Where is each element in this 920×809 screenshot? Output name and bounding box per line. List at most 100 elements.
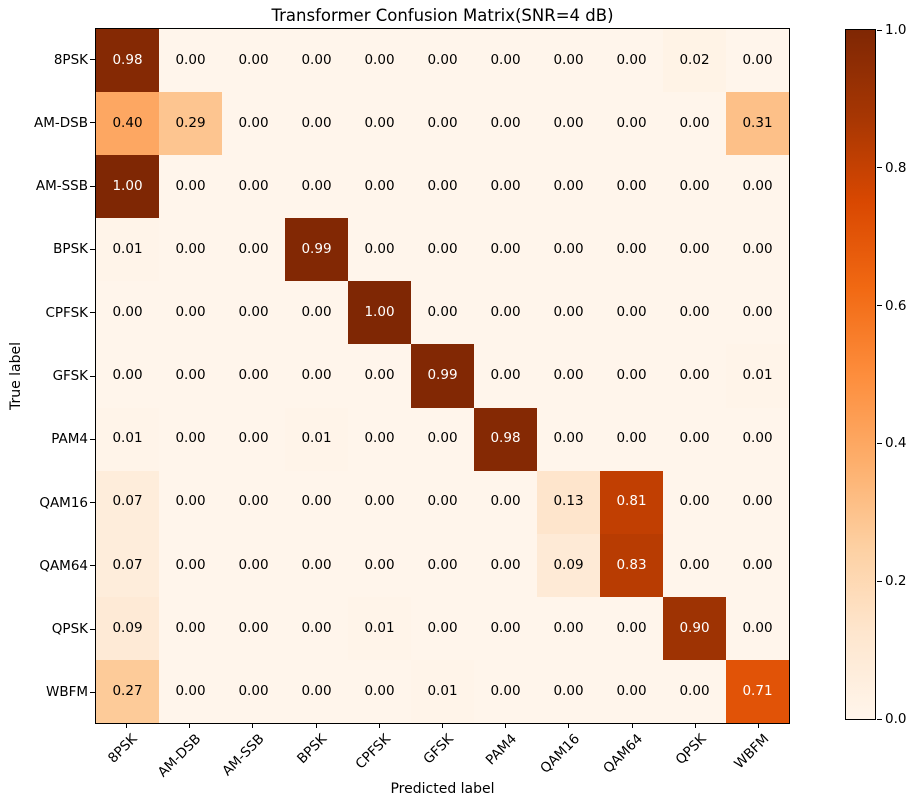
matrix-cell: 0.00 — [726, 155, 789, 219]
matrix-cell: 0.00 — [96, 344, 159, 408]
matrix-cell: 0.00 — [159, 218, 222, 282]
y-tick-mark — [90, 59, 95, 61]
matrix-cell: 0.00 — [222, 533, 285, 597]
y-tick-mark — [90, 185, 95, 187]
matrix-cell: 0.00 — [537, 407, 600, 471]
matrix-cell: 0.00 — [411, 281, 474, 345]
matrix-cell: 0.29 — [159, 92, 222, 156]
colorbar-tick-label: 0.0 — [885, 711, 907, 727]
x-tick-mark — [505, 723, 507, 728]
matrix-cell: 0.00 — [159, 596, 222, 660]
matrix-cell: 0.00 — [474, 29, 537, 93]
matrix-cell: 0.00 — [411, 29, 474, 93]
matrix-cell: 0.00 — [222, 407, 285, 471]
matrix-cell: 0.00 — [411, 470, 474, 534]
matrix-cell: 1.00 — [96, 155, 159, 219]
colorbar-tick-label: 0.4 — [885, 435, 907, 452]
matrix-cell: 0.71 — [726, 659, 789, 723]
matrix-cell: 0.81 — [600, 470, 663, 534]
heatmap-grid: 0.98 0.00 0.00 0.00 0.00 0.00 0.00 0.00 0.00 0.02… — [95, 28, 790, 724]
matrix-cell: 0.00 — [348, 218, 411, 282]
matrix-cell: 0.00 — [285, 344, 348, 408]
y-tick-label: WBFM — [45, 684, 88, 701]
y-tick-label: QPSK — [51, 621, 88, 638]
matrix-cell: 0.01 — [411, 659, 474, 723]
matrix-cell: 0.00 — [663, 155, 726, 219]
matrix-cell: 0.02 — [663, 29, 726, 93]
matrix-cell: 0.00 — [726, 281, 789, 345]
matrix-cell: 0.00 — [348, 155, 411, 219]
x-tick-label: WBFM — [731, 731, 773, 773]
matrix-cell: 0.00 — [348, 659, 411, 723]
matrix-cell: 0.00 — [537, 344, 600, 408]
matrix-cell: 0.00 — [726, 407, 789, 471]
matrix-cell: 0.09 — [537, 533, 600, 597]
matrix-cell: 0.00 — [474, 344, 537, 408]
matrix-cell: 0.09 — [96, 596, 159, 660]
matrix-cell: 0.00 — [600, 659, 663, 723]
matrix-cell: 0.00 — [411, 533, 474, 597]
x-tick-label: 8PSK — [105, 731, 141, 767]
matrix-cell: 0.00 — [159, 659, 222, 723]
y-tick-label: AM-DSB — [34, 114, 88, 131]
matrix-cell: 0.00 — [663, 281, 726, 345]
matrix-cell: 0.00 — [285, 533, 348, 597]
matrix-cell: 0.00 — [474, 596, 537, 660]
y-axis-label: True label — [8, 341, 24, 411]
matrix-cell: 0.00 — [600, 218, 663, 282]
y-tick-mark — [90, 122, 95, 124]
matrix-cell: 0.00 — [474, 659, 537, 723]
matrix-cell: 0.00 — [600, 29, 663, 93]
matrix-cell: 0.00 — [159, 470, 222, 534]
matrix-cell: 0.00 — [285, 29, 348, 93]
matrix-cell: 0.01 — [285, 407, 348, 471]
matrix-cell: 1.00 — [348, 281, 411, 345]
matrix-cell: 0.00 — [474, 533, 537, 597]
x-tick-mark — [631, 723, 633, 728]
matrix-cell: 0.31 — [726, 92, 789, 156]
x-tick-label: AM-SSB — [219, 731, 268, 780]
colorbar-tick-label: 0.8 — [885, 159, 907, 176]
matrix-cell: 0.00 — [726, 533, 789, 597]
matrix-cell: 0.00 — [474, 281, 537, 345]
matrix-cell: 0.27 — [96, 659, 159, 723]
matrix-cell: 0.00 — [663, 470, 726, 534]
matrix-cell: 0.00 — [285, 659, 348, 723]
colorbar-tick-mark — [877, 718, 882, 720]
y-tick-label: CPFSK — [45, 304, 88, 321]
matrix-cell: 0.98 — [474, 407, 537, 471]
matrix-cell: 0.01 — [348, 596, 411, 660]
matrix-cell: 0.00 — [348, 344, 411, 408]
matrix-cell: 0.00 — [600, 92, 663, 156]
matrix-cell: 0.83 — [600, 533, 663, 597]
matrix-cell: 0.00 — [222, 659, 285, 723]
matrix-cell: 0.00 — [222, 29, 285, 93]
matrix-cell: 0.00 — [411, 407, 474, 471]
matrix-cell: 0.00 — [159, 29, 222, 93]
matrix-cell: 0.00 — [537, 596, 600, 660]
y-tick-label: QAM16 — [39, 494, 88, 511]
matrix-cell: 0.00 — [411, 92, 474, 156]
matrix-cell: 0.01 — [726, 344, 789, 408]
y-tick-label: QAM64 — [39, 557, 88, 574]
matrix-cell: 0.00 — [222, 596, 285, 660]
matrix-cell: 0.00 — [537, 218, 600, 282]
colorbar-tick-mark — [877, 442, 882, 444]
x-tick-mark — [252, 723, 254, 728]
matrix-cell: 0.00 — [663, 344, 726, 408]
matrix-cell: 0.90 — [663, 596, 726, 660]
y-tick-mark — [90, 312, 95, 314]
colorbar-tick-label: 1.0 — [885, 22, 907, 38]
matrix-cell: 0.00 — [411, 596, 474, 660]
y-tick-mark — [90, 565, 95, 567]
colorbar — [845, 29, 876, 720]
x-tick-label: QAM16 — [537, 731, 584, 777]
matrix-cell: 0.07 — [96, 470, 159, 534]
x-tick-mark — [315, 723, 317, 728]
chart-title: Transformer Confusion Matrix(SNR=4 dB) — [271, 6, 614, 25]
y-tick-mark — [90, 691, 95, 693]
y-tick-label: PAM4 — [51, 431, 88, 448]
colorbar-tick-mark — [877, 305, 882, 307]
x-tick-mark — [378, 723, 380, 728]
